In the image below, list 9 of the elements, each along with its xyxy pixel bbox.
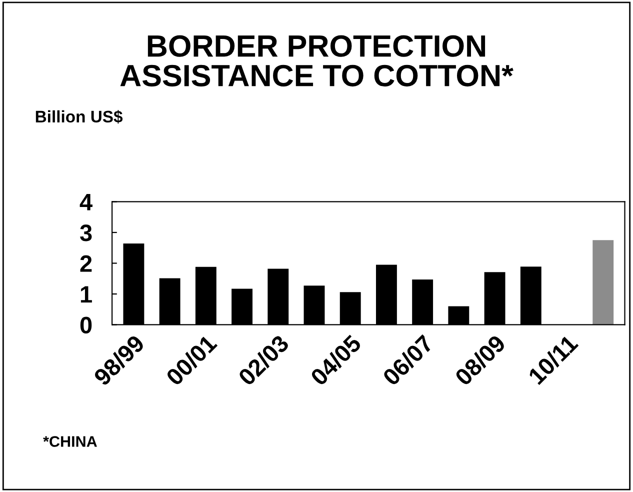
y-tick-label: 2 [80,255,92,272]
y-tick-label: 3 [80,224,92,242]
y-tick-label: 1 [80,286,92,303]
y-tick-label: 0 [80,316,92,334]
y-tick-label: 4 [80,194,92,210]
y-axis-title: Billion US$ [36,110,123,124]
text: *CHINA [43,436,97,447]
bar [592,240,614,325]
chart-title: BORDER PROTECTION ASSISTANCE TO COTTON* [120,35,514,86]
